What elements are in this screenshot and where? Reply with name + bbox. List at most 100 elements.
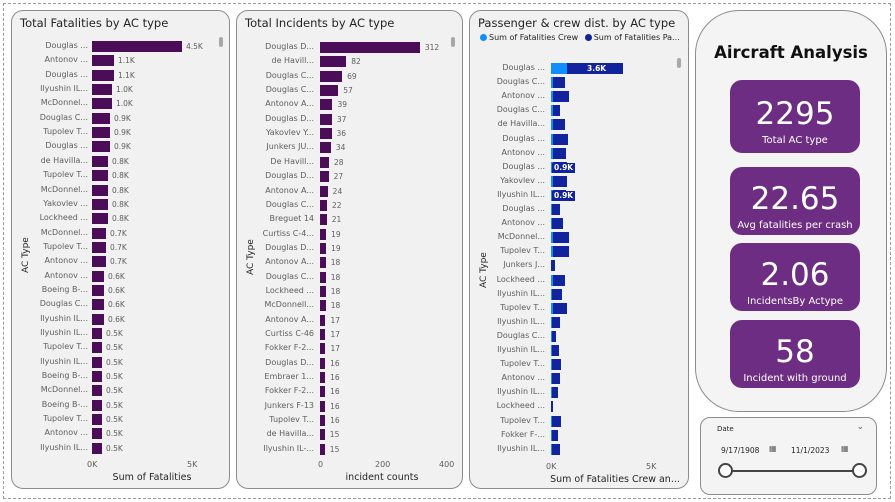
bar-row[interactable]: Antonov ... (470, 90, 682, 104)
bar-row[interactable]: Antonov A... 39 (237, 98, 459, 112)
bar-row[interactable]: Ilyushin IL... (470, 288, 682, 302)
kpi-incident-with-ground[interactable]: 58 Incident with ground (730, 320, 860, 388)
bar-row[interactable]: Ilyushin IL... (470, 344, 682, 358)
bar-row[interactable]: Douglas C... (470, 104, 682, 118)
bar-row[interactable]: Boeing B-... 0.5K (12, 399, 222, 413)
bar-row[interactable]: Douglas ... 3.6K (470, 62, 682, 76)
bar-row[interactable]: de Havilla... 15 (237, 428, 459, 442)
bar-row[interactable]: Ilyushin IL... 0.5K (12, 327, 222, 341)
bar-row[interactable]: Antonov ... 0.6K (12, 270, 222, 284)
bar-row[interactable]: McDonnel... 0.7K (12, 227, 222, 241)
end-date-handle[interactable] (852, 463, 867, 478)
bar-row[interactable]: Douglas C... 22 (237, 199, 459, 213)
bar-row[interactable]: Douglas C... 18 (237, 271, 459, 285)
bar-row[interactable]: Douglas C... 57 (237, 84, 459, 98)
bar-row[interactable]: Tupolev T... 0.5K (12, 341, 222, 355)
bar-row[interactable]: McDonnel... (470, 231, 682, 245)
bar-row[interactable]: McDonnel... 0.8K (12, 184, 222, 198)
bar-row[interactable]: Yakovlev ... 0.8K (12, 198, 222, 212)
bar-row[interactable]: Douglas ... (470, 133, 682, 147)
bar-row[interactable]: McDonnel... 1.0K (12, 97, 222, 111)
bar-row[interactable]: Douglas C... 0.6K (12, 298, 222, 312)
bar-row[interactable]: Tupolev T... 0.5K (12, 413, 222, 427)
bar-row[interactable]: Douglas ... 1.1K (12, 69, 222, 83)
bar-row[interactable]: Tupolev T... 0.8K (12, 169, 222, 183)
start-date-input[interactable]: 9/17/1908 (721, 446, 760, 455)
bar-row[interactable]: Antonov ... 0.7K (12, 255, 222, 269)
calendar-icon[interactable]: ▦ (769, 444, 777, 453)
date-range-track[interactable] (725, 470, 861, 472)
bar-row[interactable]: Antonov ... (470, 217, 682, 231)
bar-row[interactable]: Curtiss C-46 17 (237, 328, 459, 342)
bar-row[interactable]: Douglas C... 0.9K (12, 112, 222, 126)
bar-row[interactable]: Douglas ... 0.9K (12, 140, 222, 154)
bar-row[interactable]: Lockheed ... 18 (237, 285, 459, 299)
bar-row[interactable]: McDonnel... 0.5K (12, 384, 222, 398)
bar-row[interactable]: Tupolev T... 0.7K (12, 241, 222, 255)
bar-row[interactable]: Fokker F-2... 17 (237, 342, 459, 356)
bar-row[interactable]: Ilyushin IL... 0.9K (470, 189, 682, 203)
bar-row[interactable]: De Havill... 28 (237, 156, 459, 170)
bar-row[interactable]: Junkers J... (470, 259, 682, 273)
end-date-input[interactable]: 11/1/2023 (791, 446, 830, 455)
bar-row[interactable]: Douglas D... 16 (237, 357, 459, 371)
start-date-handle[interactable] (718, 463, 733, 478)
bar-row[interactable]: Antonov ... (470, 147, 682, 161)
bar-row[interactable]: de Havilla... 0.8K (12, 155, 222, 169)
bar-row[interactable]: Douglas ... 4.5K (12, 40, 222, 54)
incidents-scrollbar[interactable] (451, 37, 455, 47)
bar-row[interactable]: Tupolev T... (470, 245, 682, 259)
bar-row[interactable]: Boeing B-... 0.5K (12, 370, 222, 384)
bar-row[interactable]: Ilyushin IL... 0.5K (12, 356, 222, 370)
bar-row[interactable]: Antonov A... 24 (237, 185, 459, 199)
bar-row[interactable]: McDonnell... 18 (237, 299, 459, 313)
bar-row[interactable]: Tupolev T... (470, 415, 682, 429)
kpi-total-ac-type[interactable]: 2295 Total AC type (730, 80, 860, 153)
bar-row[interactable]: Ilyushin IL... (470, 316, 682, 330)
bar-row[interactable]: Ilyushin IL... (470, 443, 682, 457)
dist-scrollbar[interactable] (677, 58, 681, 68)
bar-row[interactable]: Junkers F-13 16 (237, 400, 459, 414)
bar-row[interactable]: Yakovlev Y... 36 (237, 127, 459, 141)
bar-row[interactable]: Fokker F-... (470, 429, 682, 443)
bar-row[interactable]: Lockheed ... 0.8K (12, 212, 222, 226)
calendar-icon[interactable]: ▦ (841, 444, 849, 453)
bar-row[interactable]: Douglas ... 0.9K (470, 161, 682, 175)
bar-row[interactable]: Breguet 14 21 (237, 213, 459, 227)
bar-row[interactable]: Douglas C... (470, 76, 682, 90)
fatalities-chart-panel[interactable]: Total Fatalities by AC type AC Type Doug… (11, 10, 230, 489)
bar-row[interactable]: Lockheed ... (470, 274, 682, 288)
kpi-avg-fatalities[interactable]: 22.65 Avg fatalities per crash (730, 167, 860, 235)
bar-row[interactable]: Tupolev T... (470, 358, 682, 372)
incidents-chart-panel[interactable]: Total Incidents by AC type AC Type Dougl… (236, 10, 463, 489)
bar-row[interactable]: Ilyushin IL-... 15 (237, 443, 459, 457)
bar-row[interactable]: Ilyushin IL... 0.6K (12, 313, 222, 327)
bar-row[interactable]: Antonov ... 1.1K (12, 54, 222, 68)
bar-row[interactable]: Junkers JU... 34 (237, 141, 459, 155)
dist-chart-panel[interactable]: Passenger & crew dist. by AC type Sum of… (469, 10, 689, 489)
bar-row[interactable]: Douglas ... (470, 203, 682, 217)
kpi-incidents-by-actype[interactable]: 2.06 IncidentsBy Actype (730, 243, 860, 311)
bar-row[interactable]: Lockheed ... (470, 400, 682, 414)
bar-row[interactable]: de Havilla... (470, 118, 682, 132)
bar-row[interactable]: Tupolev T... (470, 302, 682, 316)
fatalities-scrollbar[interactable] (219, 37, 223, 47)
bar-row[interactable]: Douglas D... 37 (237, 113, 459, 127)
chevron-down-icon[interactable]: ⌄ (856, 422, 864, 432)
bar-row[interactable]: Tupolev T... 16 (237, 414, 459, 428)
bar-row[interactable]: Douglas D... 19 (237, 242, 459, 256)
bar-row[interactable]: Boeing B-... 0.6K (12, 284, 222, 298)
bar-row[interactable]: Ilyushin IL... 1.0K (12, 83, 222, 97)
bar-row[interactable]: Ilyushin IL... 0.5K (12, 442, 222, 456)
bar-row[interactable]: Curtiss C-4... 19 (237, 228, 459, 242)
bar-row[interactable]: Ilyushin IL... (470, 386, 682, 400)
bar-row[interactable]: Fokker F-2... 16 (237, 385, 459, 399)
bar-row[interactable]: Douglas C... (470, 330, 682, 344)
bar-row[interactable]: Antonov ... 0.5K (12, 427, 222, 441)
bar-row[interactable]: Douglas C... 69 (237, 70, 459, 84)
bar-row[interactable]: Antonov A... 17 (237, 314, 459, 328)
bar-row[interactable]: Antonov A... 18 (237, 256, 459, 270)
bar-row[interactable]: Douglas D... 312 (237, 41, 459, 55)
bar-row[interactable]: de Havill... 82 (237, 55, 459, 69)
bar-row[interactable]: Antonov ... (470, 372, 682, 386)
